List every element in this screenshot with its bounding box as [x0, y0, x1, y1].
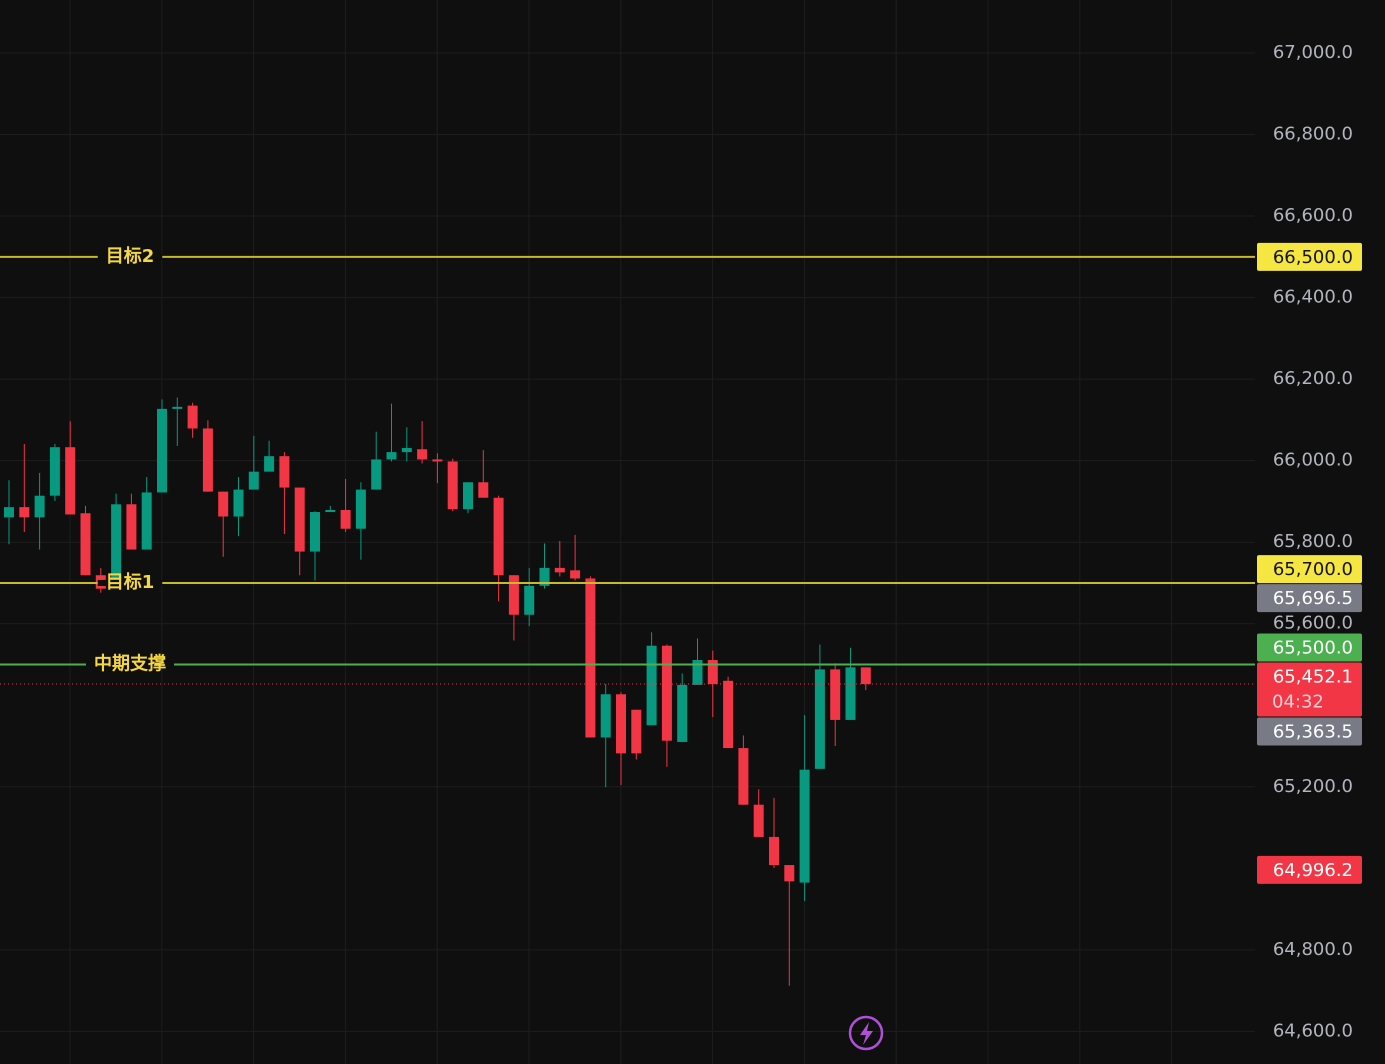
- y-tick-label: 65,200.0: [1273, 776, 1353, 797]
- y-tick-label: 65,600.0: [1273, 613, 1353, 634]
- plot: 目标2 目标1 中期支撑: [0, 245, 1255, 986]
- candle-body: [4, 507, 14, 518]
- candle-body: [753, 804, 764, 837]
- candle-body: [141, 492, 152, 550]
- grid: [0, 0, 1255, 1064]
- y-tick-label: 66,800.0: [1273, 124, 1353, 145]
- candle-body: [585, 578, 596, 738]
- candle-body: [738, 748, 749, 805]
- price-badge: [1257, 662, 1362, 717]
- y-tick-label: 67,000.0: [1273, 42, 1353, 63]
- candle-body: [723, 680, 734, 749]
- candle-body: [646, 645, 657, 726]
- level-label-bg: [97, 579, 163, 586]
- price-badge-label: 65,700.0: [1273, 559, 1353, 580]
- candle-body: [830, 669, 841, 720]
- candle-body: [65, 447, 76, 515]
- countdown-label: 04:32: [1272, 692, 1324, 713]
- candle-body: [600, 694, 611, 738]
- price-badge: [1257, 555, 1362, 584]
- lightning-button[interactable]: [848, 1015, 884, 1051]
- candle-body: [814, 669, 825, 769]
- price-badge-label: 65,452.1: [1273, 667, 1353, 688]
- y-tick-label: 66,400.0: [1273, 287, 1353, 308]
- candle-body: [493, 497, 504, 576]
- candle-body: [80, 513, 91, 576]
- price-badge: [1257, 242, 1362, 271]
- candle-body: [172, 406, 183, 409]
- candle-body: [19, 507, 30, 518]
- price-badge-label: 64,996.2: [1273, 860, 1353, 881]
- price-badge: [1257, 855, 1362, 884]
- y-tick-label: 64,800.0: [1273, 939, 1353, 960]
- candle-body: [294, 487, 305, 552]
- candle-body: [631, 709, 642, 754]
- candle-body: [661, 645, 672, 741]
- candle-body: [233, 489, 244, 517]
- y-tick-label: 66,000.0: [1273, 450, 1353, 471]
- level-label: 中期支撑: [94, 652, 166, 674]
- candle-body: [111, 504, 122, 581]
- candle-body: [126, 504, 137, 550]
- candle-body: [386, 452, 397, 460]
- candle-body: [677, 684, 688, 742]
- y-tick-label: 65,800.0: [1273, 531, 1353, 552]
- level-label: 目标1: [106, 571, 155, 593]
- candle-body: [401, 448, 412, 453]
- price-badge: [1257, 633, 1362, 662]
- candle-body: [799, 769, 810, 883]
- candle-body: [218, 491, 229, 517]
- y-tick-label: 64,600.0: [1273, 1020, 1353, 1041]
- price-badge: [1257, 717, 1362, 746]
- candle-body: [539, 567, 550, 586]
- y-tick-label: 66,600.0: [1273, 205, 1353, 226]
- candle-body: [325, 509, 336, 513]
- candle-body: [692, 660, 703, 685]
- candle-body: [187, 405, 198, 429]
- candle-body: [248, 471, 259, 490]
- candle-body: [463, 482, 473, 510]
- candle-body: [264, 456, 275, 472]
- candle-body: [34, 495, 45, 518]
- price-badge: [1257, 584, 1362, 613]
- candle-body: [554, 567, 565, 573]
- price-badge-label: 65,696.5: [1273, 588, 1353, 609]
- candle-body: [310, 512, 320, 552]
- candle-body: [371, 459, 382, 490]
- price-badge-label: 65,500.0: [1273, 638, 1353, 659]
- candle-body: [570, 570, 581, 579]
- candle-body: [447, 461, 458, 510]
- candle-body: [355, 489, 366, 529]
- candle-body: [769, 836, 779, 866]
- candle-body: [524, 585, 535, 615]
- price-axis: 67,000.0 66,800.0 66,600.0 66,400.0 66,200.0…: [1257, 42, 1362, 1041]
- candle-body: [432, 459, 443, 462]
- candle-body: [478, 482, 489, 498]
- level-label-bg: [97, 253, 163, 260]
- candle-body: [49, 447, 60, 496]
- candle-body: [279, 456, 290, 488]
- candle-body: [707, 660, 718, 685]
- candle-body: [508, 575, 519, 615]
- candle-body: [417, 449, 428, 460]
- level-label-bg: [86, 661, 174, 668]
- price-badge-label: 66,500.0: [1273, 247, 1353, 268]
- price-badge-label: 65,363.5: [1273, 722, 1353, 743]
- level-label: 目标2: [106, 245, 155, 267]
- candle-body: [616, 694, 626, 754]
- candle-body: [845, 667, 856, 720]
- candle-body: [784, 865, 795, 882]
- candle-body: [157, 408, 167, 493]
- candle-body: [860, 667, 871, 685]
- candle-body: [202, 428, 213, 492]
- y-tick-label: 66,200.0: [1273, 368, 1353, 389]
- candle-body: [340, 509, 351, 529]
